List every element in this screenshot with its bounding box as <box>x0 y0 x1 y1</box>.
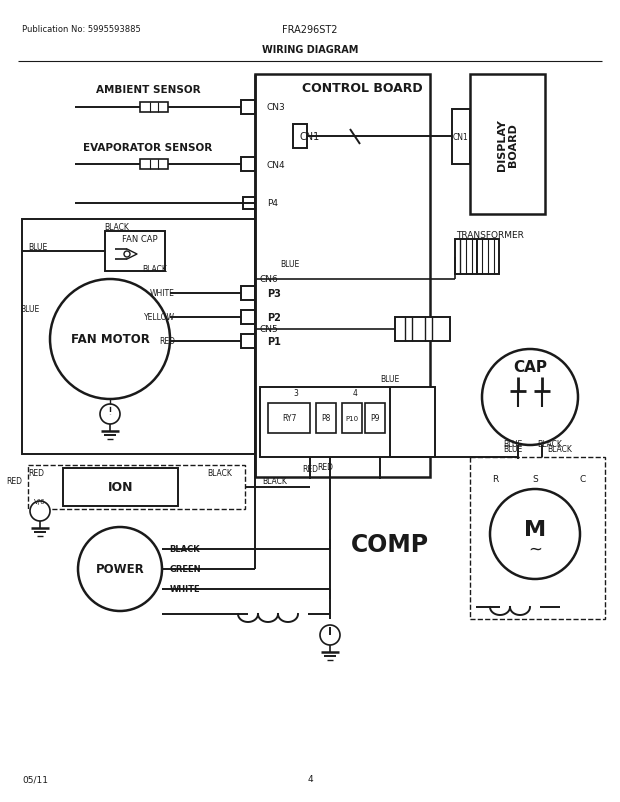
Circle shape <box>100 404 120 424</box>
Bar <box>28 465 245 509</box>
Text: P9: P9 <box>370 414 379 423</box>
Circle shape <box>320 626 340 645</box>
Circle shape <box>482 350 578 445</box>
Bar <box>470 457 605 619</box>
Text: COMP: COMP <box>351 533 429 557</box>
Text: 4: 4 <box>307 775 313 784</box>
Text: FAN MOTOR: FAN MOTOR <box>71 333 149 346</box>
Bar <box>293 125 307 149</box>
Text: WHITE: WHITE <box>170 585 200 593</box>
Circle shape <box>490 489 580 579</box>
Text: R: R <box>492 475 498 484</box>
Circle shape <box>78 528 162 611</box>
Bar <box>243 198 255 210</box>
Text: GREEN: GREEN <box>169 565 201 573</box>
Text: BLUE: BLUE <box>503 445 523 454</box>
Bar <box>477 240 499 274</box>
Text: YELLOW: YELLOW <box>144 313 175 322</box>
Text: CN1: CN1 <box>300 132 321 142</box>
Bar <box>241 334 255 349</box>
Text: 4: 4 <box>353 389 358 398</box>
Text: RED: RED <box>317 463 333 472</box>
Bar <box>241 310 255 325</box>
Bar <box>140 160 168 170</box>
Text: BLACK: BLACK <box>105 222 130 231</box>
Text: C: C <box>580 475 586 484</box>
Circle shape <box>50 280 170 399</box>
Bar <box>395 318 450 342</box>
Text: RED: RED <box>6 477 22 486</box>
Text: CN5: CN5 <box>260 325 279 334</box>
Text: BLUE: BLUE <box>29 242 48 251</box>
Text: BLUE: BLUE <box>381 375 400 384</box>
Circle shape <box>30 501 50 521</box>
Bar <box>255 75 430 477</box>
Text: ION: ION <box>108 481 133 494</box>
Bar <box>260 387 435 457</box>
Text: RED: RED <box>28 469 44 478</box>
Bar <box>240 272 255 288</box>
Bar <box>470 75 545 215</box>
Text: BLUE: BLUE <box>20 305 40 314</box>
Text: BLACK: BLACK <box>538 440 562 449</box>
Text: CN3: CN3 <box>267 103 286 112</box>
Circle shape <box>124 252 130 257</box>
Text: RED: RED <box>302 465 318 474</box>
Text: AMBIENT SENSOR: AMBIENT SENSOR <box>95 85 200 95</box>
Text: WIRING DIAGRAM: WIRING DIAGRAM <box>262 45 358 55</box>
Text: M: M <box>524 520 546 539</box>
Text: CONTROL BOARD: CONTROL BOARD <box>302 83 423 95</box>
Text: POWER: POWER <box>95 563 144 576</box>
Text: BLUE: BLUE <box>280 260 299 269</box>
Bar <box>140 103 168 113</box>
Text: BLACK: BLACK <box>208 469 232 478</box>
Bar <box>241 158 255 172</box>
Bar <box>63 468 178 506</box>
Text: 3: 3 <box>293 389 298 398</box>
Bar <box>240 322 255 338</box>
Text: FAN CAP: FAN CAP <box>122 235 158 244</box>
Text: CAP: CAP <box>513 360 547 375</box>
Text: WHITE: WHITE <box>150 290 175 298</box>
Text: TRANSFORMER: TRANSFORMER <box>456 230 524 239</box>
Text: P1: P1 <box>267 337 281 346</box>
Bar <box>365 403 385 433</box>
Text: RED: RED <box>159 337 175 346</box>
Text: BLACK: BLACK <box>262 477 288 486</box>
Text: EVAPORATOR SENSOR: EVAPORATOR SENSOR <box>83 143 213 153</box>
Bar <box>316 403 336 433</box>
Text: V/6: V/6 <box>34 498 46 504</box>
Text: P8: P8 <box>321 414 330 423</box>
Text: Publication No: 5995593885: Publication No: 5995593885 <box>22 26 141 34</box>
Text: 05/11: 05/11 <box>22 775 48 784</box>
Text: CN1: CN1 <box>453 132 469 141</box>
Text: CN4: CN4 <box>267 160 286 169</box>
Text: BLUE: BLUE <box>503 440 523 449</box>
Bar <box>105 232 165 272</box>
Bar <box>342 403 362 433</box>
Bar <box>241 101 255 115</box>
Bar <box>241 286 255 301</box>
Text: BLACK: BLACK <box>143 265 167 274</box>
Bar <box>268 403 310 433</box>
Bar <box>455 240 477 274</box>
Text: CN6: CN6 <box>260 275 279 284</box>
Text: RY7: RY7 <box>282 414 296 423</box>
Text: BLACK: BLACK <box>547 445 572 454</box>
Text: DISPLAY
BOARD: DISPLAY BOARD <box>497 119 518 171</box>
Bar <box>22 220 255 455</box>
Text: P4: P4 <box>267 199 278 209</box>
Bar <box>452 110 470 164</box>
Text: BLACK: BLACK <box>170 545 200 554</box>
Text: P10: P10 <box>345 415 358 422</box>
Text: P3: P3 <box>267 289 281 298</box>
Text: S: S <box>532 475 538 484</box>
Text: FRA296ST2: FRA296ST2 <box>282 25 338 35</box>
Text: P2: P2 <box>267 313 281 322</box>
Text: ~: ~ <box>528 541 542 558</box>
